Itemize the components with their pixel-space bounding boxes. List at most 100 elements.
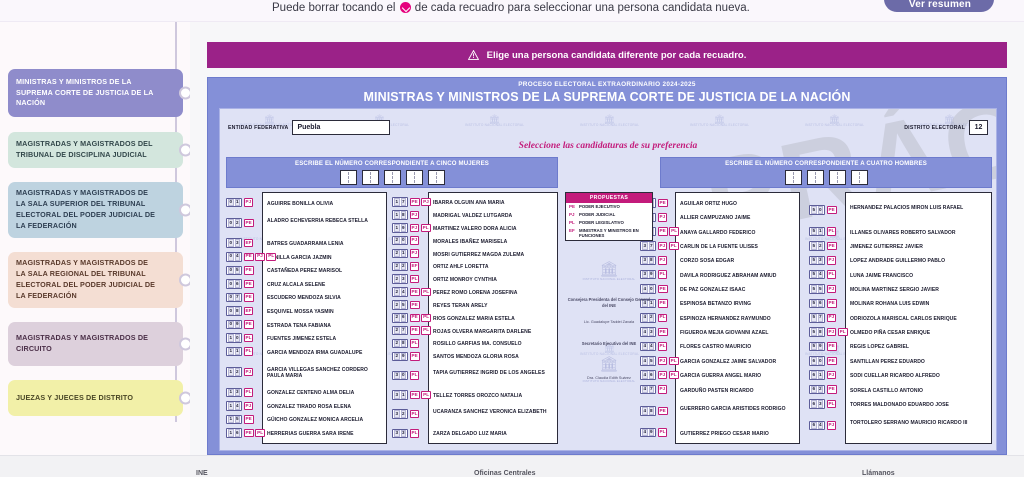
sidebar-item-sala-superior[interactable]: MAGISTRADAS Y MAGISTRADOS DE LA SALA SUP… — [8, 182, 192, 238]
sidebar-item-sala-regional[interactable]: MAGISTRADAS Y MAGISTRADOS DE LA SALA REG… — [8, 252, 192, 308]
vote-box-women-4[interactable] — [405, 170, 423, 185]
candidate-name: REGIS LOPEZ GABRIEL — [850, 344, 909, 351]
sidebar-item-ministras-suprema-corte[interactable]: MINISTRAS Y MINISTROS DE LA SUPREMA CORT… — [8, 69, 192, 117]
propuestas-legend: PROPUESTAS PE PODER EJECUTIVO PJ PODER JUDI… — [565, 192, 653, 241]
candidate-number-row[interactable]: 1 0 PL — [226, 333, 254, 343]
candidate-number-row[interactable]: 2 1 PJ — [392, 248, 420, 259]
process-line: PROCESO ELECTORAL EXTRAORDINARIO 2024-20… — [518, 81, 696, 88]
vote-boxes-women[interactable] — [339, 170, 445, 185]
candidate-number-row[interactable]: 6 2 PE — [809, 384, 837, 395]
candidate-number-row[interactable]: 3 7 PJ PL — [640, 241, 679, 251]
candidate-number-row[interactable]: 2 6 PE PL — [392, 313, 432, 323]
propuestas-key: PE — [569, 204, 576, 209]
candidate-number-row[interactable]: 2 7 PE PL — [392, 325, 432, 336]
candidate-number-row[interactable]: 2 0 PJ — [392, 235, 420, 246]
candidate-number-row[interactable]: 4 5 PJ PL — [640, 356, 679, 366]
candidate-number-row[interactable]: 4 4 PL — [640, 341, 668, 352]
candidate-number-row[interactable]: 4 3 PE — [640, 327, 668, 337]
candidate-number-row[interactable]: 4 2 PL — [640, 313, 668, 323]
propuestas-row: EF MINISTRAS Y MINISTROS EN FUNCIONES — [566, 227, 652, 240]
candidate-number-row[interactable]: 1 2 PJ — [226, 367, 254, 377]
candidate-number-row[interactable]: 3 1 PE PL — [392, 390, 432, 400]
candidate-number-row[interactable]: 5 0 PE — [809, 205, 837, 215]
candidate-number-row[interactable]: 0 9 PE — [226, 319, 254, 330]
candidate-number-row[interactable]: 2 9 PE — [392, 351, 420, 362]
candidate-number-row[interactable]: 5 4 PL — [809, 269, 837, 280]
candidate-number-row[interactable]: 1 6 PE PL — [226, 428, 266, 438]
candidate-number-row[interactable]: 5 5 PJ — [809, 284, 837, 294]
candidate-number-row[interactable]: 0 8 EF — [226, 306, 254, 316]
candidate-number-digit: 2 — [817, 242, 823, 250]
candidate-number-row[interactable]: 6 1 PJ — [809, 370, 837, 380]
candidate-number-digit: 3 — [394, 391, 400, 399]
candidate-number-row[interactable]: 2 2 EF — [392, 261, 420, 272]
candidate-number-row[interactable]: 1 1 PL — [226, 346, 254, 357]
ine-watermark: 🏛INSTITUTO NACIONAL ELECTORAL — [805, 114, 865, 128]
candidate-number-row[interactable]: 5 9 PE — [809, 341, 837, 352]
candidate-number-digit: 2 — [394, 326, 400, 335]
vote-box-women-5[interactable] — [427, 170, 445, 185]
sidebar-item-magistradas-circuito[interactable]: MAGISTRADAS Y MAGISTRADOS DE CIRCUITO — [8, 322, 192, 366]
candidate-number-row[interactable]: 5 6 PE — [809, 298, 837, 309]
candidate-number-row[interactable]: 2 3 PL — [392, 274, 420, 284]
candidate-number-row[interactable]: 1 7 PE PJ — [392, 197, 431, 207]
candidate-number-row[interactable]: 0 6 PE — [226, 279, 254, 289]
candidate-number-row[interactable]: 0 4 PE PJ PL — [226, 252, 277, 262]
candidate-number-row[interactable]: 6 4 PJ — [809, 420, 837, 431]
candidate-number-row[interactable]: 4 7 PJ — [640, 384, 668, 395]
vote-box-men-3[interactable] — [828, 170, 846, 185]
vote-box-women-1[interactable] — [339, 170, 357, 185]
candidate-number-row[interactable]: 5 8 PJ PL — [809, 327, 848, 337]
candidate-number-row[interactable]: 6 0 PE — [809, 356, 837, 366]
candidate-number-row[interactable]: 0 1 PJ — [226, 197, 254, 208]
vote-box-men-1[interactable] — [784, 170, 802, 185]
candidate-number-row[interactable]: 1 9 PJ PL — [392, 223, 431, 233]
footer-ine: INE — [196, 470, 208, 477]
candidate-number-row[interactable]: 1 8 PJ — [392, 210, 420, 220]
candidate-number-row[interactable]: 5 3 PJ — [809, 255, 837, 266]
vote-box-men-2[interactable] — [806, 170, 824, 185]
candidate-number-row[interactable]: 3 0 PL — [392, 370, 420, 381]
candidate-number-row[interactable]: 4 6 PJ PL — [640, 370, 679, 380]
candidate-number-row[interactable]: 0 7 PE — [226, 292, 254, 303]
candidate-number-row[interactable]: 1 3 PL — [226, 387, 254, 398]
candidate-number-row[interactable]: 4 8 PE — [640, 406, 668, 416]
candidate-badge-pe: PE — [657, 327, 668, 337]
candidate-number-row[interactable]: 4 0 PE — [640, 284, 668, 294]
sidebar-item-tribunal-disciplina-judicial[interactable]: MAGISTRADAS Y MAGISTRADOS DEL TRIBUNAL D… — [8, 132, 192, 168]
candidate-number-digit: 3 — [394, 371, 400, 380]
candidate-number-row[interactable]: 0 3 EF — [226, 238, 254, 248]
sidebar-item-juezas-distrito[interactable]: JUEZAS Y JUECES DE DISTRITO — [8, 380, 192, 416]
candidate-number-row[interactable]: 1 5 PE — [226, 414, 254, 425]
candidate-name: SORELA CASTILLO ANTONIO — [850, 387, 924, 394]
candidate-badge-pe: PE — [243, 415, 254, 424]
candidate-badge-pe: PE — [657, 227, 668, 236]
candidate-number-row[interactable]: 5 1 PL — [809, 226, 837, 237]
vote-box-men-4[interactable] — [850, 170, 868, 185]
candidate-number-row[interactable]: 2 4 PE PL — [392, 287, 432, 297]
candidate-number-row[interactable]: 1 4 PJ — [226, 401, 254, 411]
candidate-number-row[interactable]: 5 7 PJ — [809, 313, 837, 323]
candidate-number-row[interactable]: 6 3 PL — [809, 399, 837, 409]
view-summary-button[interactable]: Ver resumen — [886, 0, 994, 12]
candidate-name: ALADRO ECHEVERRIA REBECA STELLA — [267, 217, 368, 224]
candidate-number-row[interactable]: 4 9 PL — [640, 427, 668, 438]
candidate-number-row[interactable]: 2 5 PE — [392, 300, 420, 310]
candidate-panel-men-2: HERNANDEZ PALACIOS MIRON LUIS RAFAEL ILLA… — [845, 192, 992, 444]
candidate-number-row[interactable]: 4 1 PE — [640, 298, 668, 309]
sidebar-item-label: MAGISTRADAS Y MAGISTRADOS DE LA SALA REG… — [16, 258, 156, 300]
candidate-number-row[interactable]: 0 2 PE — [226, 218, 254, 228]
candidate-number-row[interactable]: 3 3 PL — [392, 428, 420, 439]
candidate-number-row[interactable]: 3 9 PL — [640, 269, 668, 280]
vote-boxes-men[interactable] — [784, 170, 868, 185]
candidate-number-row[interactable]: 0 5 PE — [226, 265, 254, 276]
ine-watermark: 🏛INSTITUTO NACIONAL ELECTORAL — [690, 114, 750, 128]
candidate-number-row[interactable]: 3 2 PL — [392, 409, 420, 419]
candidate-number-row[interactable]: 2 8 PL — [392, 338, 420, 349]
vote-box-women-2[interactable] — [361, 170, 379, 185]
candidate-number-row[interactable]: 3 8 PJ — [640, 255, 668, 266]
candidate-number-digit: 3 — [642, 242, 648, 250]
candidate-number-row[interactable]: 5 2 PE — [809, 241, 837, 251]
vote-box-women-3[interactable] — [383, 170, 401, 185]
